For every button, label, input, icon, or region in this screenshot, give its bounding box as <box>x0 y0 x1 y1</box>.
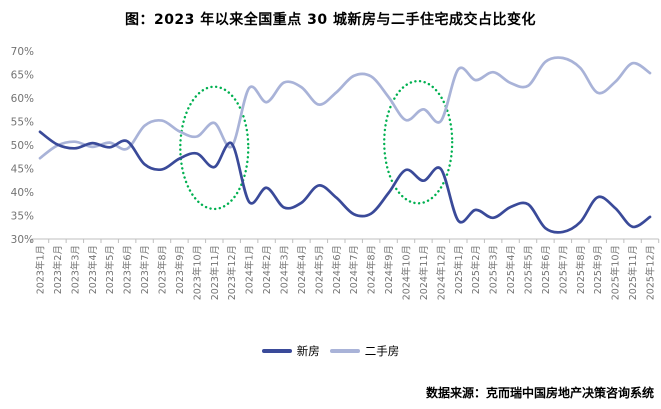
y-axis-label: 30% <box>11 234 34 246</box>
x-axis-label: 2025年2月 <box>470 245 482 294</box>
y-axis-label: 65% <box>11 69 34 81</box>
x-axis-label: 2023年3月 <box>69 245 81 294</box>
x-axis-label: 2025年11月 <box>627 245 639 300</box>
legend-item-new-homes: 新房 <box>261 343 320 359</box>
secondhand-homes-line-swatch <box>329 349 360 353</box>
legend-item-secondhand-homes: 二手房 <box>329 343 400 359</box>
x-axis-label: 2025年6月 <box>540 245 552 294</box>
x-axis-label: 2024年2月 <box>261 245 273 294</box>
x-axis-label: 2024年8月 <box>366 245 378 294</box>
y-axis-label: 70% <box>11 46 34 58</box>
y-axis-label: 60% <box>11 93 34 105</box>
x-axis-label: 2023年11月 <box>209 245 221 300</box>
x-axis-label: 2023年7月 <box>139 245 151 294</box>
x-axis-label: 2023年5月 <box>104 245 116 294</box>
highlight-ellipse <box>179 85 250 211</box>
data-source: 数据来源：克而瑞中国房地产决策咨询系统 <box>425 386 654 400</box>
chart-title: 图：2023 年以来全国重点 30 城新房与二手住宅成交占比变化 <box>124 12 537 28</box>
x-axis-label: 2024年11月 <box>418 245 430 300</box>
x-axis-label: 2023年2月 <box>52 245 64 294</box>
x-axis-label: 2023年10月 <box>191 245 203 300</box>
x-axis-label: 2024年7月 <box>348 245 360 294</box>
x-axis-label: 2023年8月 <box>157 245 169 294</box>
legend-label-new-homes: 新房 <box>296 344 320 358</box>
x-axis-label: 2025年1月 <box>453 245 465 294</box>
x-axis-label: 2023年9月 <box>174 245 186 294</box>
y-axis-label: 45% <box>11 163 34 175</box>
x-axis-label: 2024年3月 <box>279 245 291 294</box>
x-axis-label: 2023年4月 <box>87 245 99 294</box>
line-new-homes <box>38 130 652 234</box>
x-axis-label: 2024年4月 <box>296 245 308 294</box>
x-axis-label: 2024年5月 <box>313 245 325 294</box>
x-axis-label: 2024年10月 <box>401 245 413 300</box>
x-axis-label: 2023年12月 <box>226 245 238 300</box>
y-axis-label: 55% <box>11 116 34 128</box>
x-axis-label: 2025年4月 <box>505 245 517 294</box>
y-axis-label: 50% <box>11 140 34 152</box>
y-axis-label: 40% <box>11 187 34 199</box>
x-axis-label: 2024年12月 <box>435 245 447 300</box>
chart-legend: 新房 二手房 <box>0 343 661 359</box>
new-homes-line-swatch <box>261 349 292 353</box>
x-axis-label: 2025年8月 <box>575 245 587 294</box>
x-axis-label: 2024年9月 <box>383 245 395 294</box>
x-axis-label: 2025年3月 <box>488 245 500 294</box>
x-axis-label: 2024年1月 <box>244 245 256 294</box>
x-axis-label: 2023年1月 <box>35 245 47 294</box>
x-axis-label: 2025年12月 <box>645 245 657 300</box>
legend-label-secondhand-homes: 二手房 <box>364 344 400 358</box>
highlight-ellipse <box>383 79 454 205</box>
x-axis-label: 2025年10月 <box>610 245 622 300</box>
x-axis-label: 2025年9月 <box>592 245 604 294</box>
x-axis-label: 2024年6月 <box>331 245 343 294</box>
line-secondhand-homes <box>38 56 652 160</box>
x-axis-label: 2023年6月 <box>122 245 134 294</box>
x-axis-label: 2025年5月 <box>523 245 535 294</box>
x-axis-label: 2025年7月 <box>557 245 569 294</box>
y-axis-label: 35% <box>11 210 34 222</box>
